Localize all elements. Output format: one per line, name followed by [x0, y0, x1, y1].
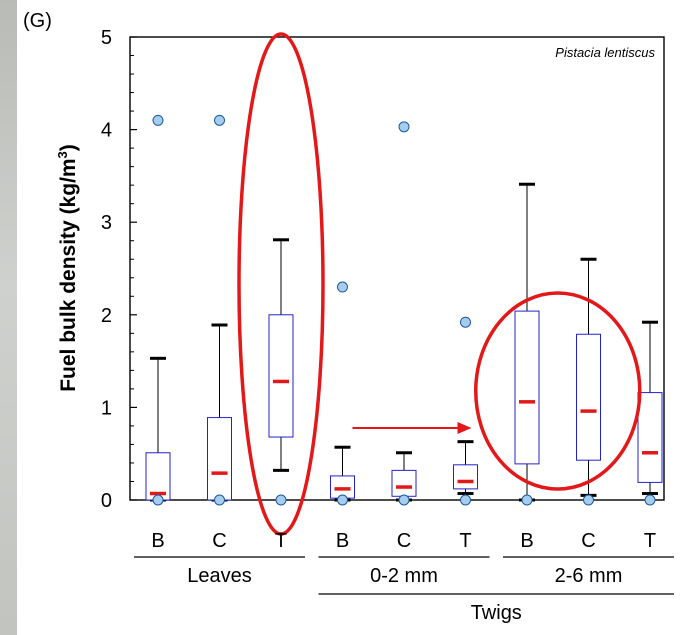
- outlier-point: [275, 494, 287, 506]
- highlight-arrow-head: [457, 422, 472, 434]
- outlier-point: [337, 281, 348, 293]
- background-strip: [0, 0, 17, 635]
- outlier-point: [214, 494, 225, 506]
- x-category-label: B: [520, 530, 533, 552]
- outlier-point: [583, 494, 594, 506]
- y-axis-label-close: ): [57, 144, 80, 151]
- outlier-point: [398, 121, 410, 133]
- y-axis-label-main: Fuel bulk density (kg/m: [57, 158, 80, 391]
- x-category-label: C: [581, 530, 595, 552]
- box-plot-6: [453, 316, 478, 506]
- boxes-layer: [145, 114, 663, 506]
- outlier-point: [398, 494, 410, 506]
- group-label: 0-2 mm: [370, 565, 438, 587]
- box-plot-8: [576, 257, 601, 506]
- y-tick-label: 2: [101, 305, 112, 327]
- outlier-point: [521, 494, 533, 506]
- box-plot-7: [514, 182, 540, 506]
- x-category-label: T: [644, 530, 656, 552]
- highlights-layer: [237, 32, 642, 536]
- highlight-ellipse-twigs-2-6: [474, 291, 642, 491]
- y-axis-label: Fuel bulk density (kg/m3): [55, 144, 80, 392]
- iqr-box: [391, 469, 417, 497]
- iqr-box: [268, 314, 294, 438]
- y-tick-label: 1: [101, 397, 112, 419]
- outlier-point: [644, 494, 656, 506]
- iqr-box: [514, 310, 540, 465]
- iqr-box: [576, 333, 601, 461]
- box-plot-4: [330, 281, 355, 506]
- box-plot-9: [637, 320, 663, 506]
- panel-label: (G): [23, 10, 52, 32]
- iqr-box: [207, 417, 232, 501]
- species-annotation: Pistacia lentiscus: [555, 45, 655, 60]
- y-tick-label: 5: [101, 27, 112, 49]
- y-tick-label: 0: [101, 490, 112, 512]
- group-label: Leaves: [187, 565, 252, 587]
- outlier-point: [460, 494, 471, 506]
- box-plot-5: [391, 121, 417, 506]
- x-category-label: B: [151, 530, 164, 552]
- iqr-box: [453, 464, 478, 490]
- x-category-label: C: [212, 530, 226, 552]
- y-axis-ticks: 0 1 2 3 4 5: [101, 27, 137, 512]
- x-category-label: T: [459, 530, 471, 552]
- plot-card: [17, 0, 681, 635]
- supergroup-label: Twigs: [471, 602, 522, 624]
- highlight-ellipse-leaves-t: [237, 32, 325, 536]
- iqr-box: [637, 392, 663, 483]
- outlier-point: [337, 494, 348, 506]
- x-category-label: C: [397, 530, 411, 552]
- x-category-label: T: [275, 530, 287, 552]
- box-plot-2: [207, 114, 232, 506]
- y-tick-label: 4: [101, 120, 112, 142]
- y-tick-label: 3: [101, 212, 112, 234]
- outlier-point: [214, 114, 225, 126]
- outlier-point: [460, 316, 471, 328]
- box-plot-1: [145, 114, 171, 506]
- x-axis-labels: B C T B C T B C T Leaves 0-2 mm 2-6 mm Twigs: [134, 530, 674, 624]
- outlier-point: [152, 114, 164, 126]
- outlier-point: [152, 494, 164, 506]
- x-category-label: B: [336, 530, 349, 552]
- group-label: 2-6 mm: [555, 565, 623, 587]
- box-plot-3: [268, 238, 294, 506]
- y-axis-label-superscript: 3: [55, 151, 70, 158]
